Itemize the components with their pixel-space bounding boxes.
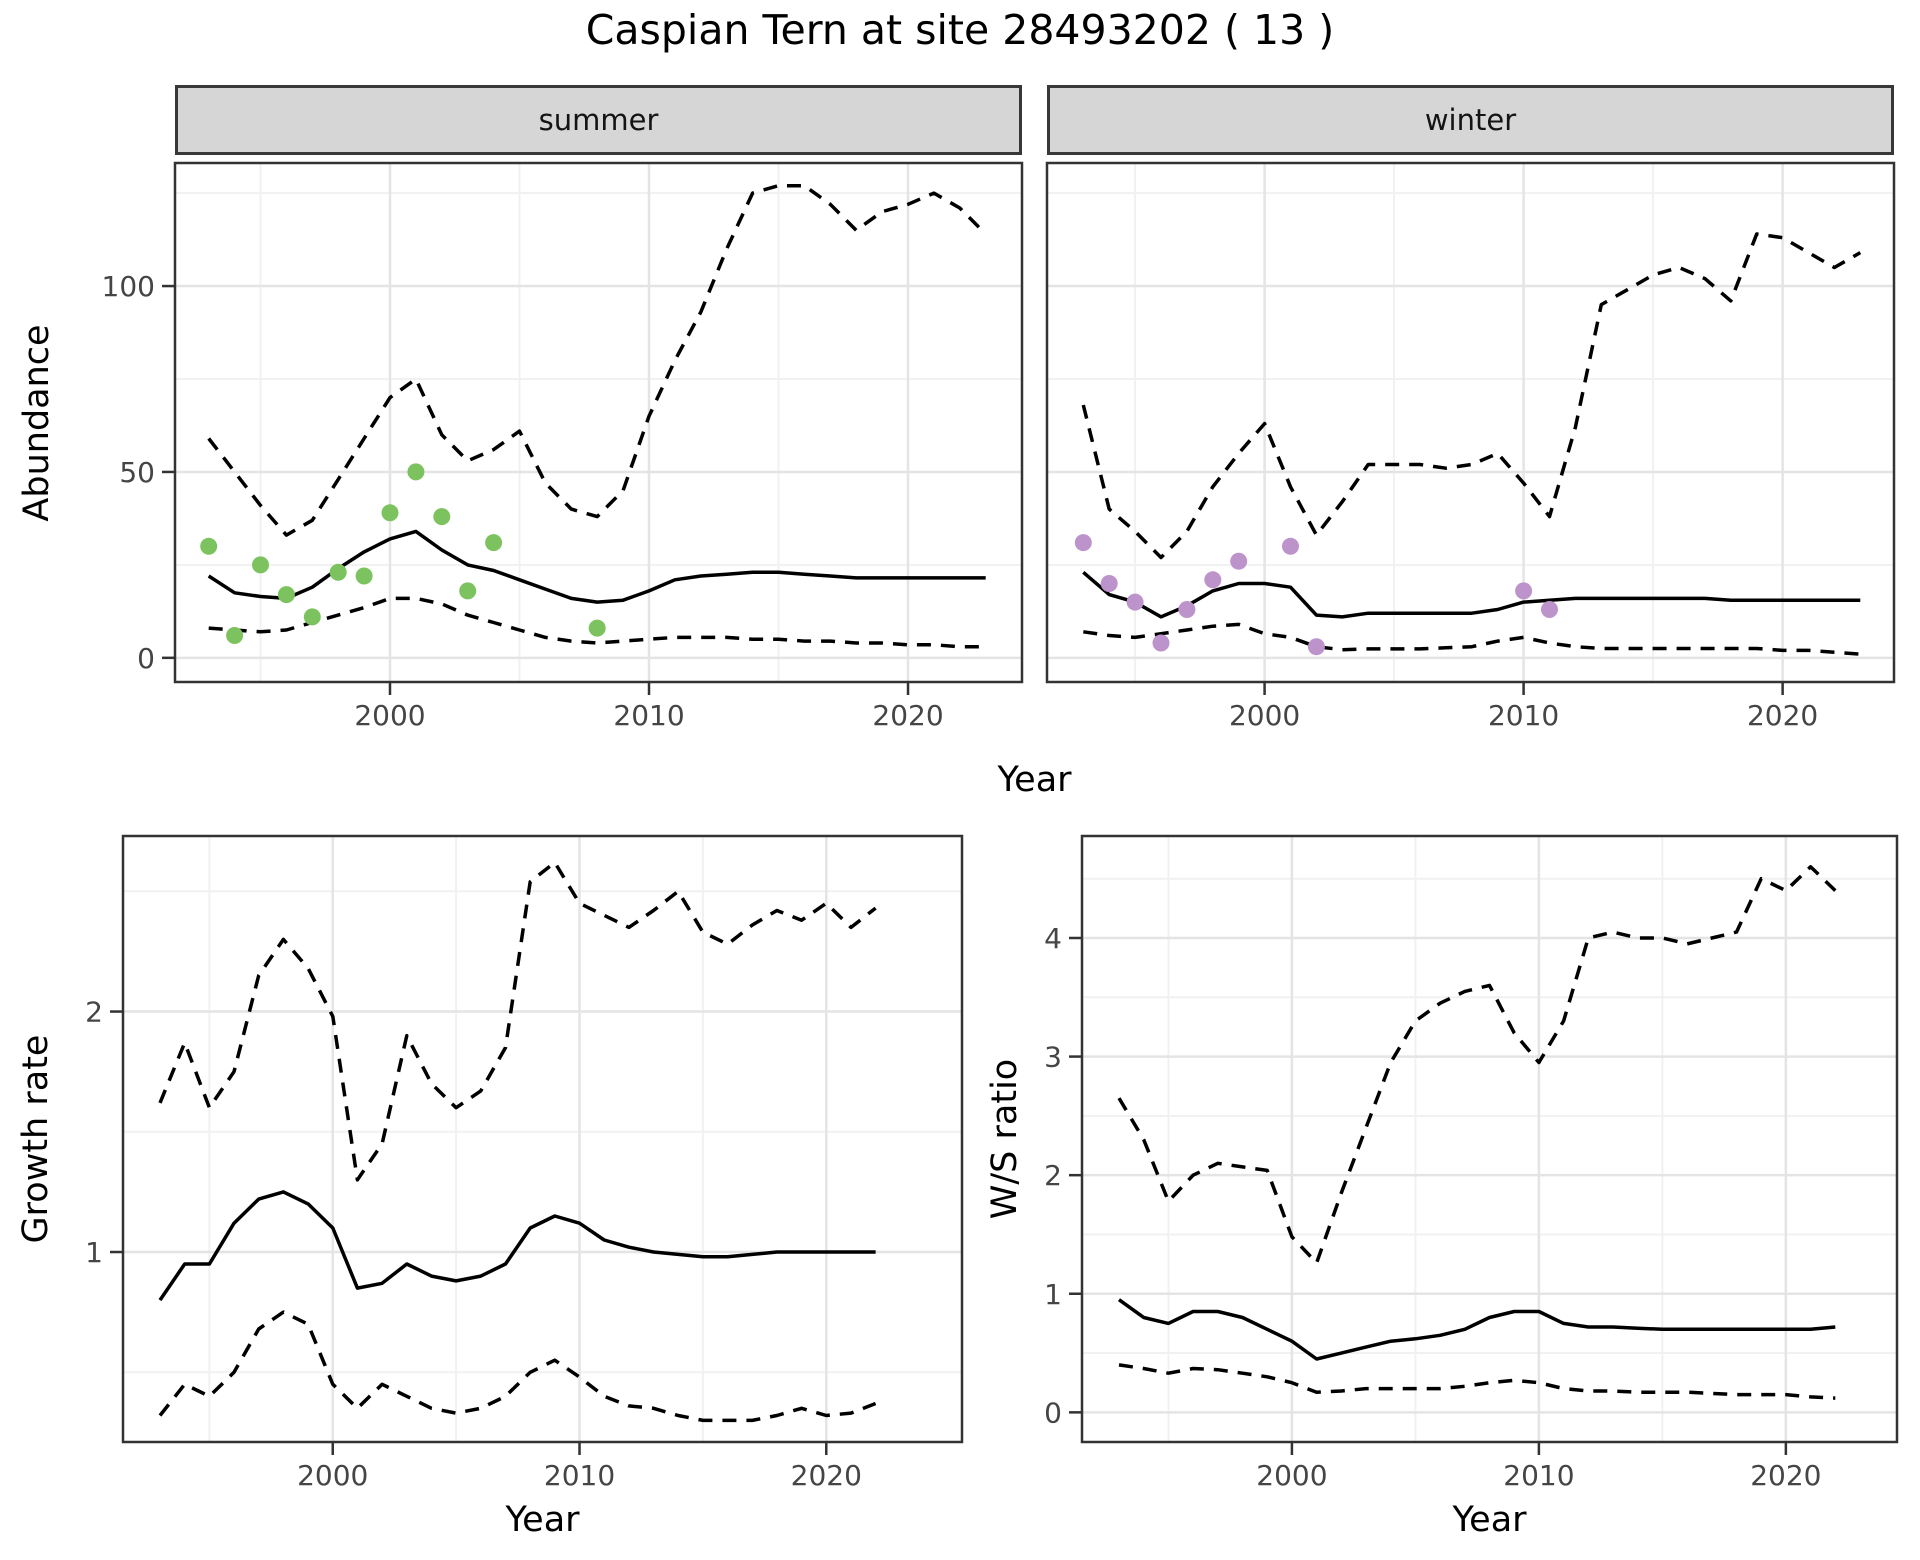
ws-ratio-y-tick-label: 2 xyxy=(1044,1159,1062,1192)
abundance-summer-x-tick-label: 2020 xyxy=(872,699,943,732)
abundance-winter-panel-border xyxy=(1045,161,1896,684)
ws-ratio-y-tick-label: 3 xyxy=(1044,1041,1062,1074)
abundance-summer-observation-point xyxy=(252,556,269,574)
growth-rate-panel-border xyxy=(121,834,964,1444)
ws-ratio-x-tick-label: 2020 xyxy=(1750,1459,1821,1492)
abundance-winter-x-tick-label: 2020 xyxy=(1747,699,1818,732)
abundance-summer-observation-point xyxy=(355,567,373,585)
abundance-summer-y-tick-label: 100 xyxy=(102,270,155,303)
facet-strip-winter-label: winter xyxy=(1424,103,1517,137)
growth-rate-x-tick-label: 2020 xyxy=(791,1459,862,1492)
abundance-winter-observation-point xyxy=(1515,582,1533,600)
abundance-winter-x-tick-label: 2010 xyxy=(1488,699,1559,732)
abundance-summer-observation-point xyxy=(277,586,295,604)
abundance-winter-x-tick-label: 2000 xyxy=(1229,699,1300,732)
abundance-summer-observation-point xyxy=(433,508,451,526)
abundance-winter-lower-95ci-line xyxy=(1083,622,1861,656)
abundance-summer-median-line xyxy=(207,529,986,604)
abundance-winter-observation-point xyxy=(1152,634,1170,652)
abundance-summer-observation-point xyxy=(485,534,503,552)
abundance-winter-observation-point xyxy=(1178,601,1196,618)
abundance-summer-upper-95ci-line xyxy=(207,183,987,537)
abundance-summer-lower-95ci-line xyxy=(208,596,986,649)
ws-ratio-upper-95ci-line xyxy=(1117,865,1837,1265)
abundance-summer-panel-border xyxy=(173,161,1024,684)
facet-strip-summer: summer xyxy=(175,85,1022,155)
abundance-summer-observation-point xyxy=(381,504,399,522)
abundance-winter-observation-point xyxy=(1282,537,1299,555)
abundance-summer-observation-point xyxy=(407,463,425,481)
growth-rate-y-tick-label: 2 xyxy=(85,996,103,1029)
ws-ratio-x-tick-label: 2010 xyxy=(1503,1459,1574,1492)
ws-ratio-x-tick-label: 2000 xyxy=(1256,1459,1327,1492)
abundance-winter-observation-point xyxy=(1074,534,1092,552)
ws-ratio-lower-95ci-line xyxy=(1118,1363,1836,1400)
growth-rate-x-tick-label: 2000 xyxy=(297,1459,368,1492)
growth-rate-upper-95ci-line xyxy=(158,860,877,1182)
growth-rate-x-tick-label: 2010 xyxy=(544,1459,615,1492)
abundance-winter-observation-point xyxy=(1541,601,1558,618)
abundance-summer-x-tick-label: 2010 xyxy=(613,699,684,732)
abundance-summer-observation-point xyxy=(588,619,606,637)
abundance-winter-observation-point xyxy=(1204,571,1222,589)
x-axis-title-year-ws: Year xyxy=(1452,1500,1527,1540)
ws-ratio-y-tick-label: 1 xyxy=(1044,1278,1062,1311)
x-axis-title-year-top: Year xyxy=(997,760,1072,800)
abundance-winter-upper-95ci-line xyxy=(1081,232,1862,560)
facet-strip-winter: winter xyxy=(1047,85,1894,155)
abundance-summer-observation-point xyxy=(303,608,321,626)
ws-ratio-median-line xyxy=(1117,1298,1836,1361)
abundance-winter-observation-point xyxy=(1307,638,1325,656)
abundance-summer-observation-point xyxy=(226,627,244,644)
growth-rate-median-line xyxy=(158,1190,876,1302)
growth-rate-lower-95ci-line xyxy=(158,1310,877,1423)
abundance-winter-observation-point xyxy=(1230,552,1248,570)
abundance-summer-y-tick-label: 50 xyxy=(119,456,155,489)
facet-strip-summer-label: summer xyxy=(538,103,659,137)
abundance-winter-observation-point xyxy=(1126,593,1144,611)
abundance-summer-observation-point xyxy=(329,563,347,581)
abundance-winter-median-line xyxy=(1082,570,1861,619)
ws-ratio-y-tick-label: 0 xyxy=(1044,1396,1062,1429)
x-axis-title-year-growth: Year xyxy=(505,1500,580,1540)
abundance-summer-observation-point xyxy=(200,537,218,555)
ws-ratio-panel-border xyxy=(1080,834,1899,1444)
abundance-winter-observation-point xyxy=(1100,575,1118,592)
growth-rate-y-tick-label: 1 xyxy=(85,1236,103,1269)
abundance-summer-y-tick-label: 0 xyxy=(137,642,155,675)
ws-ratio-y-tick-label: 4 xyxy=(1044,922,1062,955)
figure-title: Caspian Tern at site 28493202 ( 13 ) xyxy=(585,6,1335,54)
abundance-summer-x-tick-label: 2000 xyxy=(354,699,425,732)
abundance-summer-observation-point xyxy=(459,582,477,600)
